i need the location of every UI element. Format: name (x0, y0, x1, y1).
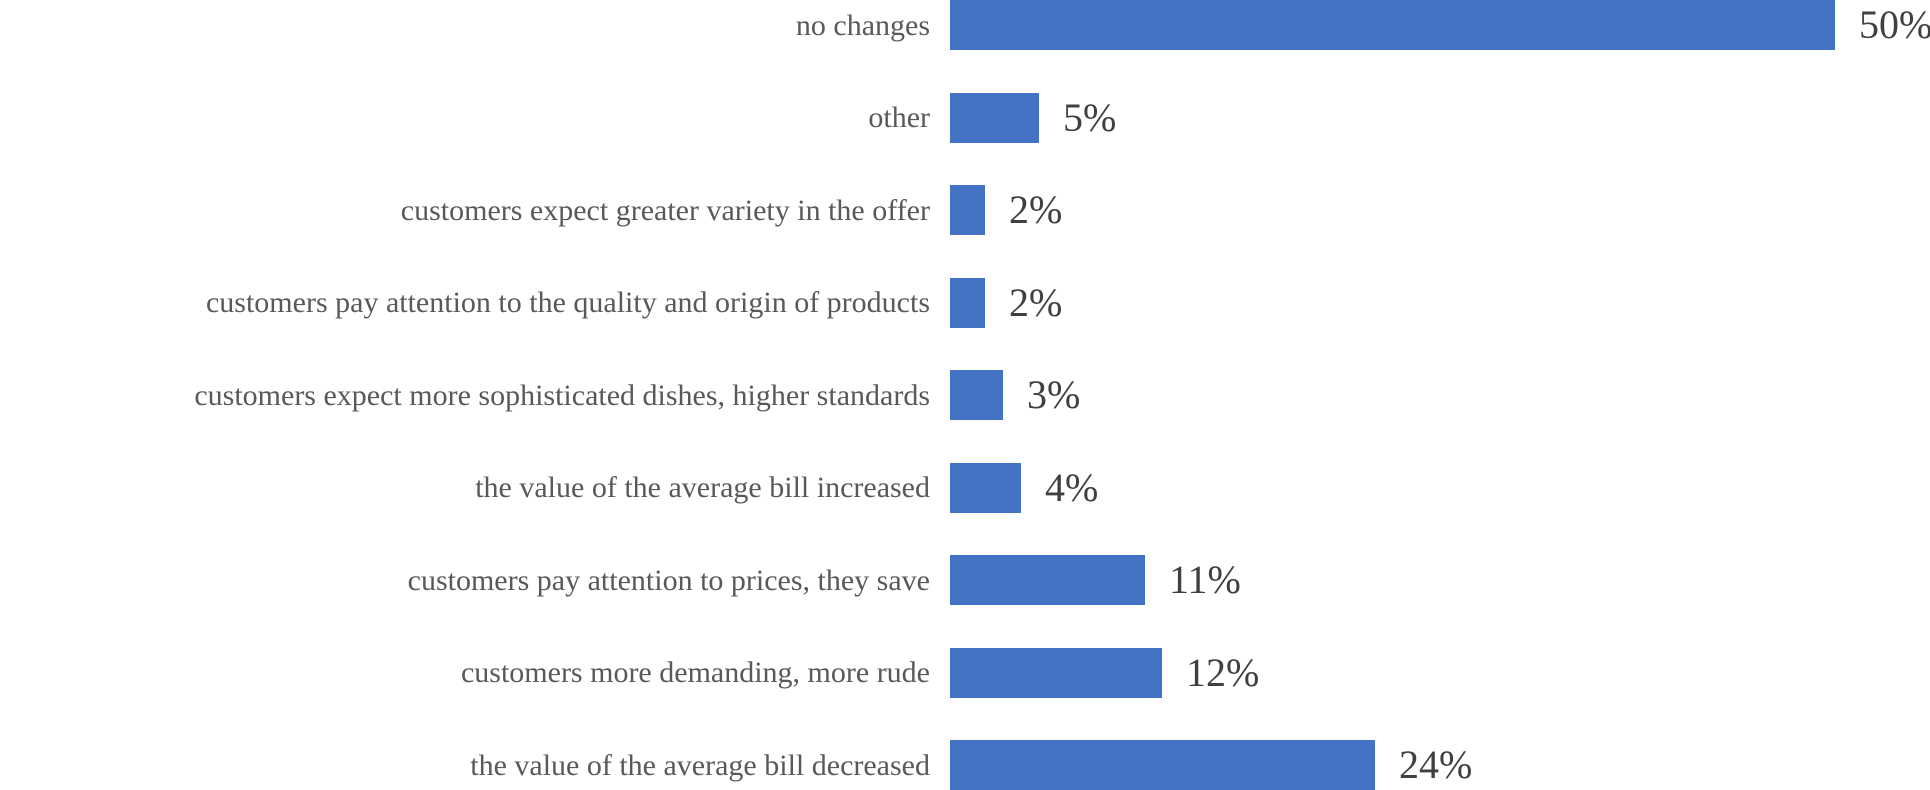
chart-row: customers pay attention to prices, they … (0, 555, 1930, 605)
value-label: 2% (1009, 187, 1063, 232)
chart-row: customers expect greater variety in the … (0, 185, 1930, 235)
chart-row: the value of the average bill decreased 2… (0, 740, 1930, 790)
value-label: 24% (1399, 742, 1473, 787)
bar (950, 277, 985, 328)
bar (950, 555, 1145, 605)
bar (950, 740, 1375, 790)
value-label: 4% (1045, 464, 1099, 510)
value-label: 2% (1009, 279, 1063, 325)
chart-row: customers pay attention to the quality a… (0, 277, 1930, 328)
category-label: customers pay attention to prices, they … (407, 563, 930, 597)
chart-row: other 5% (0, 92, 1930, 143)
chart-row: no changes 50% (0, 0, 1930, 50)
bar (950, 370, 1003, 420)
value-label: 50% (1859, 2, 1930, 47)
value-label: 5% (1063, 94, 1117, 140)
category-label: no changes (795, 8, 930, 42)
bar (950, 462, 1021, 513)
value-label: 12% (1186, 649, 1260, 695)
bar (950, 0, 1835, 50)
chart-row: customers expect more sophisticated dish… (0, 370, 1930, 420)
category-label: customers expect greater variety in the … (400, 193, 930, 227)
category-label: customers more demanding, more rude (460, 656, 930, 689)
category-label: the value of the average bill decreased (470, 748, 930, 782)
value-label: 3% (1027, 372, 1081, 417)
bar (950, 185, 985, 235)
bar (950, 92, 1039, 143)
category-label: customers pay attention to the quality a… (205, 286, 930, 319)
category-label: other (868, 101, 930, 134)
chart-row: the value of the average bill increased 4… (0, 462, 1930, 513)
value-label: 11% (1169, 557, 1241, 602)
chart-row: customers more demanding, more rude 12% (0, 647, 1930, 698)
bar (950, 647, 1162, 698)
category-label: customers expect more sophisticated dish… (194, 378, 930, 412)
category-label: the value of the average bill increased (475, 471, 930, 504)
